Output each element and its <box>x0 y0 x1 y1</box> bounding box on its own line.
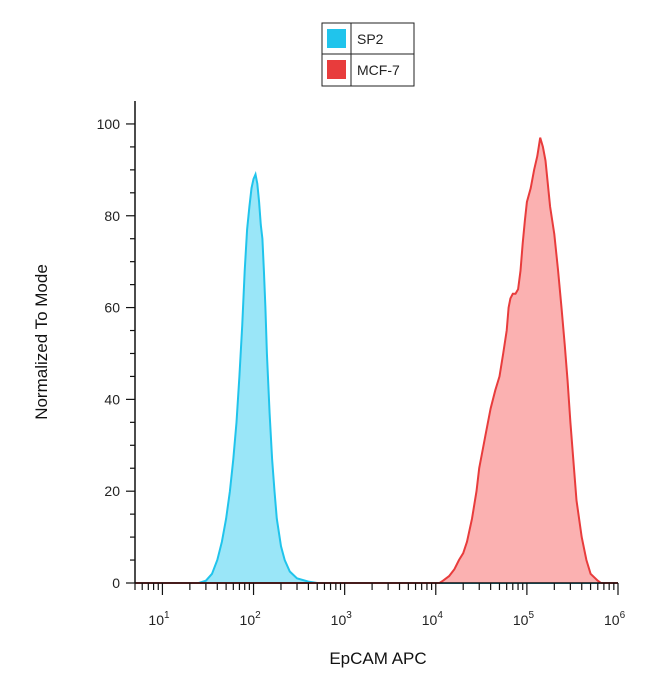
x-axis-title: EpCAM APC <box>329 649 426 668</box>
y-axis-ticks: 0 20 40 60 80 100 <box>97 116 135 591</box>
x-tick-label: 103 <box>331 610 353 628</box>
y-tick-label: 100 <box>97 116 121 132</box>
series-line-sp2 <box>135 171 618 584</box>
y-tick-label: 60 <box>104 300 120 316</box>
series-area-sp2 <box>135 174 618 583</box>
legend-swatch-sp2 <box>327 29 346 48</box>
legend-swatch-mcf7 <box>327 60 346 79</box>
legend: SP2 MCF-7 <box>321 22 415 87</box>
x-tick-label: 102 <box>240 610 262 628</box>
plot-area <box>135 137 618 584</box>
x-tick-label: 101 <box>148 610 170 628</box>
x-tick-label: 104 <box>422 610 444 628</box>
series-area-mcf7 <box>135 137 618 583</box>
legend-label-sp2: SP2 <box>357 31 384 47</box>
x-tick-label: 106 <box>604 610 626 628</box>
legend-label-mcf7: MCF-7 <box>357 62 400 78</box>
x-axis-ticks: 101 102 103 104 105 106 <box>134 583 626 628</box>
y-tick-label: 80 <box>104 208 120 224</box>
y-tick-label: 40 <box>104 391 120 407</box>
y-tick-label: 0 <box>112 575 120 591</box>
y-axis-title: Normalized To Mode <box>32 264 51 420</box>
y-tick-label: 20 <box>104 483 120 499</box>
x-tick-label: 105 <box>513 610 535 628</box>
series-line-mcf7 <box>135 137 618 584</box>
